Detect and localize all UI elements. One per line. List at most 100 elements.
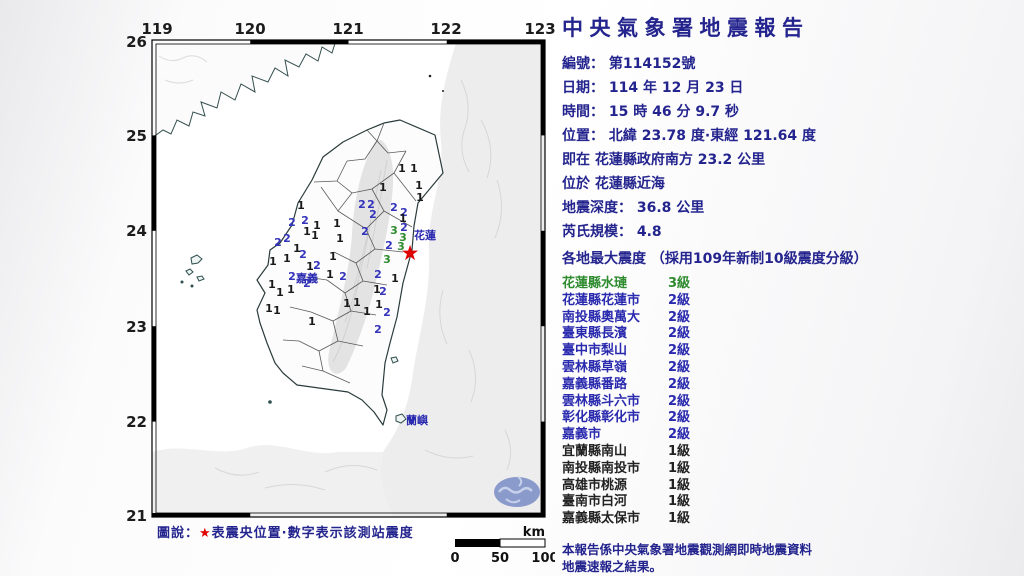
station-intensity-marker: 1	[306, 260, 314, 273]
station-intensity-marker: 1	[268, 278, 276, 291]
lat-tick: 25	[126, 127, 147, 145]
station-intensity-marker: 2	[313, 259, 321, 272]
report-info-line: 即在 花蓮縣政府南方 23.2 公里	[562, 152, 766, 168]
report-info-line: 編號： 第114152號	[562, 56, 696, 72]
report-footer-line: 地震速報之結果。	[562, 558, 663, 574]
china-coastline	[152, 40, 337, 139]
station-intensity-marker: 2	[358, 198, 366, 211]
place-label: 嘉義	[295, 271, 318, 285]
station-intensity-marker: 1	[297, 199, 305, 212]
cwa-logo	[494, 476, 540, 507]
station-name: 雲林縣草嶺	[562, 359, 628, 375]
station-intensity-marker: 2	[374, 268, 382, 281]
station-intensity: 1級	[668, 443, 691, 459]
station-intensity-marker: 1	[391, 272, 399, 285]
longitude-ticks: 119 120 121 122 123	[141, 20, 555, 38]
intensity-row: 南投縣奧萬大 2級	[562, 310, 1020, 327]
max-intensity-title: 各地最大震度 （採用109年新制10級震度分級）	[562, 251, 868, 267]
lon-tick: 119	[141, 20, 172, 38]
station-intensity: 1級	[668, 511, 691, 527]
station-intensity: 1級	[668, 494, 691, 510]
station-intensity-marker: 1	[416, 191, 424, 204]
station-intensity-marker: 1	[283, 252, 291, 265]
intensity-row: 雲林縣草嶺 2級	[562, 360, 1020, 377]
station-name: 雲林縣斗六市	[562, 393, 641, 409]
station-intensity: 2級	[668, 393, 691, 409]
place-label: 蘭嶼	[406, 413, 428, 427]
station-intensity-marker: 2	[274, 236, 282, 249]
station-intensity-marker: 1	[353, 296, 361, 309]
penghu-islands	[180, 254, 205, 288]
station-intensity: 1級	[668, 477, 691, 493]
station-intensity-marker: 1	[373, 283, 381, 296]
latitude-ticks: 26 25 24 23 22 21	[126, 33, 147, 525]
station-name: 南投縣南投市	[562, 460, 641, 476]
station-intensity: 2級	[668, 359, 691, 375]
station-intensity-marker: 2	[385, 239, 393, 252]
station-intensity-marker: 1	[375, 298, 383, 311]
station-intensity-marker: 2	[288, 216, 296, 229]
station-intensity-marker: 1	[287, 283, 295, 296]
outlying-islands	[268, 356, 407, 424]
report-info-line: 芮氏規模： 4.8	[562, 224, 662, 240]
station-intensity-marker: 1	[276, 286, 284, 299]
station-intensity-marker: 1	[336, 232, 344, 245]
station-intensity-marker: 3	[397, 240, 405, 253]
station-intensity: 2級	[668, 427, 691, 443]
station-intensity-marker: 1	[410, 162, 418, 175]
station-name: 彰化縣彰化市	[562, 410, 641, 426]
station-intensity: 2級	[668, 343, 691, 359]
lon-tick: 121	[332, 20, 363, 38]
lat-tick: 23	[126, 318, 147, 336]
station-intensity-marker: 1	[399, 212, 407, 225]
place-label: 花蓮	[414, 228, 436, 242]
station-intensity: 3級	[668, 276, 691, 291]
station-intensity: 2級	[668, 309, 691, 325]
station-intensity-marker: 2	[301, 214, 309, 227]
station-name: 南投縣奧萬大	[562, 309, 641, 325]
report-info-line: 時間： 15 時 46 分 9.7 秒	[562, 104, 740, 120]
lon-tick: 120	[234, 20, 265, 38]
station-intensity-marker: 2	[303, 277, 311, 290]
intensity-row: 臺東縣長濱 2級	[562, 326, 1020, 343]
intensity-row: 彰化縣彰化市 2級	[562, 410, 1020, 427]
station-intensity: 2級	[668, 292, 691, 308]
lat-tick: 24	[126, 222, 147, 240]
lat-tick: 26	[126, 33, 147, 51]
station-intensity-marker: 2	[367, 198, 375, 211]
lon-tick: 122	[430, 20, 461, 38]
station-name: 嘉義縣太保市	[562, 511, 641, 527]
report-panel: 中央氣象署地震報告 編號： 第114152號 日期： 114 年 12 月 23 …	[562, 12, 1020, 575]
station-intensity-marker: 1	[415, 179, 423, 192]
station-name: 宜蘭縣南山	[562, 443, 628, 459]
station-intensity: 1級	[668, 460, 691, 476]
station-intensity-marker: 1	[329, 250, 337, 263]
epicenter-star-glyph: ★	[199, 526, 212, 541]
station-intensity-marker: 2	[361, 225, 369, 238]
station-name: 臺東縣長濱	[562, 326, 628, 342]
station-intensity-marker: 2	[383, 306, 391, 319]
scale-unit-label: km	[523, 525, 545, 540]
map-frame	[151, 39, 546, 518]
intensity-row: 花蓮縣花蓮市 2級	[562, 293, 1020, 310]
report-info-line: 位於 花蓮縣近海	[562, 176, 665, 192]
intensity-list: 花蓮縣水璉 3級 花蓮縣花蓮市 2級 南投縣奧萬大 2級 臺東縣長濱 2級 臺中…	[562, 276, 1020, 528]
station-intensity-marker: 2	[369, 208, 377, 221]
bathymetry-shading	[152, 40, 545, 517]
station-intensity-marker: 1	[363, 305, 371, 318]
station-intensity-marker: 1	[265, 302, 273, 315]
station-intensity-marker: 3	[399, 231, 407, 244]
station-name: 嘉義縣番路	[562, 376, 628, 392]
station-intensity-marker: 1	[398, 162, 406, 175]
intensity-row: 宜蘭縣南山 1級	[562, 444, 1020, 461]
station-intensity-marker: 2	[400, 221, 408, 234]
station-intensity-marker: 2	[283, 232, 291, 245]
scale-tick-0: 0	[450, 551, 459, 566]
report-info-line: 日期： 114 年 12 月 23 日	[562, 80, 744, 96]
scale-tick-50: 50	[491, 551, 509, 566]
station-intensity: 2級	[668, 326, 691, 342]
lat-tick: 22	[126, 413, 147, 431]
